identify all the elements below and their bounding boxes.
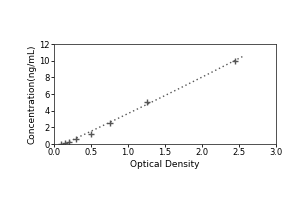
Y-axis label: Concentration(ng/mL): Concentration(ng/mL) bbox=[28, 44, 37, 144]
X-axis label: Optical Density: Optical Density bbox=[130, 160, 200, 169]
